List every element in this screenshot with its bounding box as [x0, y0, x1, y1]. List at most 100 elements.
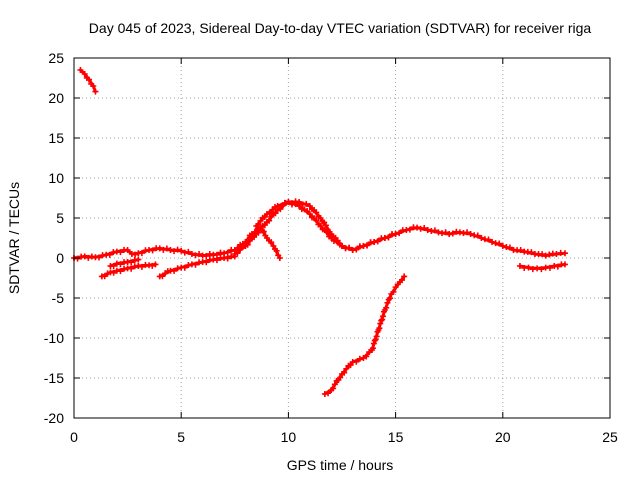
- data-point: [431, 227, 438, 234]
- x-tick-label: 5: [177, 429, 185, 445]
- data-point: [323, 229, 330, 236]
- data-point: [296, 203, 303, 209]
- data-point: [442, 229, 449, 236]
- data-point: [337, 374, 344, 381]
- y-tick-label: -15: [44, 370, 64, 386]
- data-point: [77, 67, 84, 73]
- data-point: [185, 248, 192, 255]
- data-point: [414, 224, 421, 231]
- data-point: [317, 215, 324, 221]
- data-point: [86, 76, 93, 83]
- y-tick-label: 20: [48, 90, 64, 106]
- data-point: [124, 247, 131, 253]
- data-point: [385, 234, 392, 241]
- data-point: [390, 288, 397, 295]
- data-point: [277, 206, 284, 213]
- data-point: [369, 345, 376, 352]
- data-point: [276, 255, 283, 261]
- series-track-6: [231, 198, 568, 259]
- data-point: [516, 263, 523, 269]
- data-point: [467, 231, 474, 237]
- y-tick-label: -5: [52, 290, 65, 306]
- data-point: [561, 261, 568, 268]
- data-point: [261, 222, 268, 229]
- data-point: [363, 353, 370, 360]
- data-point: [135, 256, 142, 263]
- series-track-9: [516, 261, 568, 273]
- series-track-7: [253, 199, 399, 253]
- data-point: [303, 200, 310, 207]
- data-point: [203, 252, 210, 259]
- data-point: [278, 202, 285, 209]
- data-point: [104, 270, 111, 277]
- data-point: [251, 234, 258, 241]
- data-point: [554, 263, 561, 270]
- data-point: [485, 236, 492, 243]
- y-tick-label: 0: [56, 250, 64, 266]
- data-point: [268, 239, 275, 246]
- data-point: [149, 262, 156, 269]
- data-point: [321, 391, 328, 397]
- data-point: [213, 257, 220, 264]
- data-point: [117, 249, 124, 256]
- data-point: [372, 336, 379, 343]
- data-point: [255, 229, 262, 236]
- data-point: [266, 217, 273, 224]
- data-point: [553, 251, 560, 257]
- data-point: [317, 223, 324, 229]
- data-point: [546, 264, 553, 271]
- y-tick-label: 15: [48, 130, 64, 146]
- data-point: [539, 251, 546, 258]
- data-points: [71, 67, 568, 397]
- data-point: [401, 273, 408, 280]
- data-point: [478, 235, 485, 241]
- data-point: [424, 227, 431, 233]
- data-point: [306, 211, 313, 217]
- data-point: [270, 243, 277, 249]
- data-point: [138, 263, 145, 270]
- data-point: [257, 217, 264, 224]
- data-point: [371, 337, 378, 344]
- data-point: [101, 273, 108, 280]
- series-track-5: [156, 253, 238, 280]
- data-point: [364, 242, 371, 249]
- series-track-1: [77, 67, 99, 95]
- data-point: [135, 263, 142, 269]
- data-point: [171, 267, 178, 274]
- data-point: [528, 249, 535, 256]
- y-tick-label: 25: [48, 50, 64, 66]
- data-point: [341, 369, 348, 376]
- data-point: [546, 251, 553, 258]
- data-point: [160, 246, 167, 253]
- axis-ticks: 0 5 10 15 20 25 -20 -15 -10 -5 0 5 10 15 20 25: [44, 50, 618, 445]
- data-point: [213, 251, 220, 258]
- data-point: [132, 251, 139, 258]
- data-point: [178, 247, 185, 254]
- data-point: [234, 250, 241, 257]
- data-point: [306, 203, 313, 209]
- data-point: [325, 390, 332, 397]
- data-point: [346, 244, 353, 251]
- data-point: [331, 381, 338, 388]
- data-point: [421, 225, 428, 232]
- data-point: [92, 88, 99, 95]
- data-point: [255, 221, 262, 228]
- series-track-8: [321, 273, 408, 397]
- data-point: [110, 262, 117, 269]
- data-point: [117, 268, 124, 275]
- data-point: [377, 320, 384, 327]
- grid-lines: [74, 58, 610, 418]
- data-point: [339, 243, 345, 249]
- data-point: [353, 358, 360, 365]
- data-point: [499, 243, 506, 249]
- data-point: [74, 255, 81, 262]
- data-point: [378, 317, 385, 324]
- data-point: [474, 232, 481, 239]
- data-point: [246, 237, 253, 244]
- data-point: [203, 259, 210, 266]
- data-point: [181, 264, 188, 271]
- data-point: [167, 247, 174, 253]
- data-point: [489, 239, 496, 245]
- data-point: [506, 244, 513, 251]
